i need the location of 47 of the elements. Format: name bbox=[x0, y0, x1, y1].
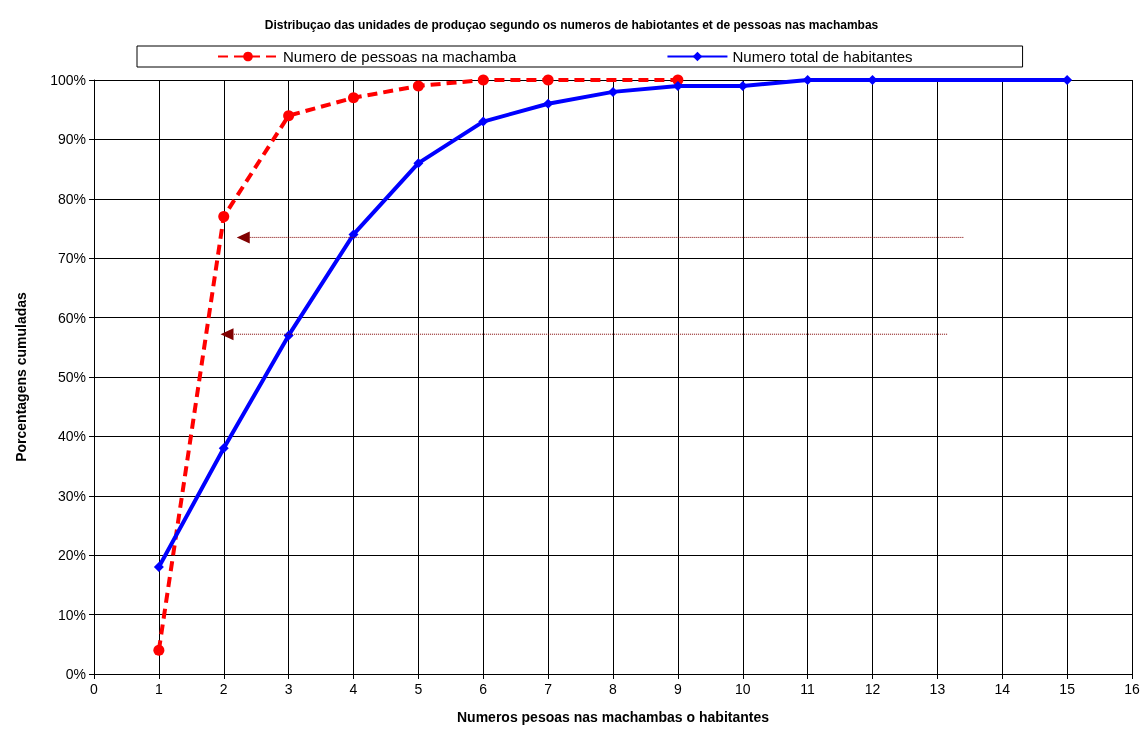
point bbox=[283, 110, 295, 122]
y-tick-label: 0% bbox=[65, 666, 86, 682]
x-tick-label: 5 bbox=[414, 681, 423, 697]
x-tick-label: 3 bbox=[284, 681, 293, 697]
x-tick-label: 15 bbox=[1059, 681, 1076, 697]
x-tick-label: 2 bbox=[219, 681, 228, 697]
point bbox=[477, 74, 489, 86]
legend-label: Numero de pessoas na machamba bbox=[283, 48, 518, 65]
y-tick-label: 50% bbox=[57, 369, 86, 385]
point bbox=[542, 74, 554, 86]
x-tick-label: 6 bbox=[479, 681, 488, 697]
point bbox=[283, 330, 294, 341]
y-tick-label: 10% bbox=[57, 606, 86, 623]
x-tick-label: 7 bbox=[544, 681, 553, 697]
x-tick-label: 9 bbox=[673, 681, 682, 697]
x-tick-label: 12 bbox=[864, 681, 881, 697]
x-tick-label: 1 bbox=[154, 681, 163, 697]
x-tick-label: 4 bbox=[349, 681, 358, 697]
x-tick-label: 11 bbox=[800, 681, 816, 697]
chart-title: Distribuçao das unidades de produçao segundo os numeros de habiotantes et de pessoas nas machambas bbox=[264, 18, 879, 32]
y-tick-label: 40% bbox=[57, 428, 86, 445]
point bbox=[478, 116, 489, 127]
x-tick-label: 10 bbox=[734, 681, 751, 697]
point bbox=[218, 211, 230, 223]
point bbox=[153, 562, 164, 573]
y-tick-label: 30% bbox=[57, 487, 86, 504]
point bbox=[218, 443, 229, 454]
y-tick-label: 100% bbox=[50, 72, 86, 88]
point bbox=[348, 229, 359, 240]
x-tick-label: 0 bbox=[90, 681, 99, 697]
point bbox=[153, 644, 165, 656]
point bbox=[413, 158, 424, 169]
x-axis-title: Numeros pesoas nas machambas o habitantes bbox=[457, 709, 770, 725]
y-tick-label: 70% bbox=[57, 250, 86, 267]
x-tick-label: 8 bbox=[609, 681, 618, 697]
point bbox=[608, 86, 618, 97]
y-tick-label: 90% bbox=[57, 131, 86, 148]
y-tick-label: 20% bbox=[57, 547, 86, 564]
x-tick-label: 13 bbox=[929, 681, 946, 697]
y-tick-label: 60% bbox=[57, 309, 86, 326]
point bbox=[412, 80, 424, 92]
point bbox=[348, 92, 359, 104]
x-tick-label: 14 bbox=[994, 681, 1011, 697]
legend-label: Numero total de habitantes bbox=[732, 48, 913, 65]
x-tick-label: 16 bbox=[1124, 681, 1140, 697]
y-axis-title: Porcentagens cumuladas bbox=[13, 291, 29, 462]
y-tick-label: 80% bbox=[57, 190, 86, 207]
